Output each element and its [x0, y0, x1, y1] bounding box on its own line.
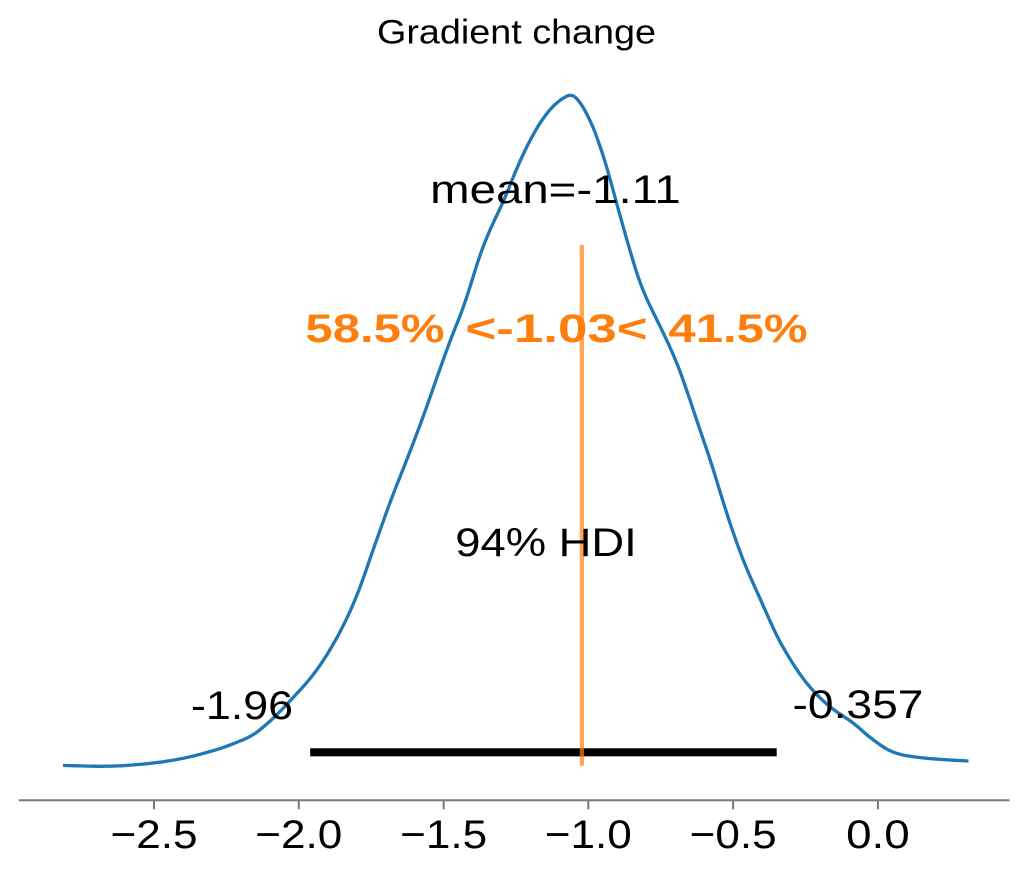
- svg-text:0.0: 0.0: [846, 813, 910, 857]
- svg-text:mean=-1.11: mean=-1.11: [430, 168, 681, 212]
- svg-text:−2.0: −2.0: [255, 813, 342, 857]
- svg-text:-1.96: -1.96: [191, 684, 293, 728]
- svg-text:Gradient change: Gradient change: [377, 14, 656, 52]
- svg-text:−1.0: −1.0: [545, 813, 632, 857]
- svg-text:−0.5: −0.5: [690, 813, 777, 857]
- svg-text:-0.357: -0.357: [793, 683, 924, 727]
- svg-text:<-1.03<: <-1.03<: [465, 307, 647, 351]
- svg-text:94% HDI: 94% HDI: [455, 521, 637, 565]
- svg-text:58.5%: 58.5%: [305, 307, 444, 351]
- svg-text:−2.5: −2.5: [111, 813, 198, 857]
- svg-text:−1.5: −1.5: [400, 813, 487, 857]
- svg-text:41.5%: 41.5%: [668, 307, 807, 351]
